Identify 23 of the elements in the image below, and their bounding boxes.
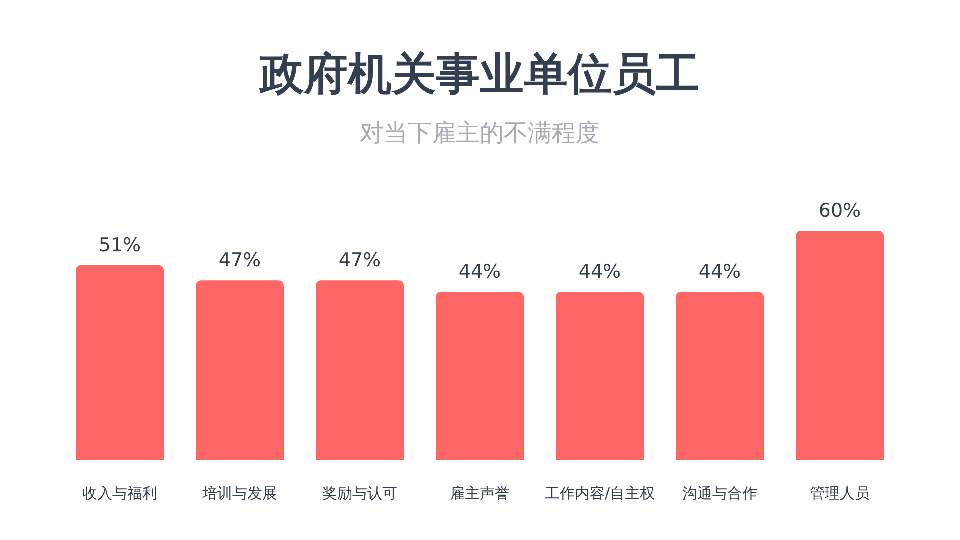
bar: [196, 280, 284, 460]
x-tick-label: 培训与发展: [202, 484, 278, 503]
x-tick-label: 沟通与合作: [682, 484, 758, 503]
data-label: 47%: [218, 250, 262, 272]
chart-title: 政府机关事业单位员工: [258, 48, 701, 102]
bar: [436, 292, 524, 460]
bar: [76, 265, 164, 460]
data-label: 44%: [578, 261, 622, 284]
chart-subtitle: 对当下雇主的不满程度: [359, 118, 601, 149]
bar: [556, 292, 644, 460]
x-tick-label: 雇主声誉: [450, 484, 510, 503]
bar: [676, 292, 764, 460]
bar: [796, 231, 884, 460]
data-label: 47%: [338, 250, 382, 272]
x-tick-label: 奖励与认可: [322, 484, 398, 503]
data-label: 51%: [98, 234, 142, 256]
data-label: 44%: [458, 261, 502, 284]
data-label: 60%: [818, 200, 862, 222]
data-label: 44%: [698, 261, 742, 284]
x-tick-label: 管理人员: [810, 484, 870, 503]
bar: [316, 280, 404, 460]
x-tick-label: 工作内容/自主权: [544, 484, 656, 503]
x-tick-label: 收入与福利: [82, 484, 158, 503]
